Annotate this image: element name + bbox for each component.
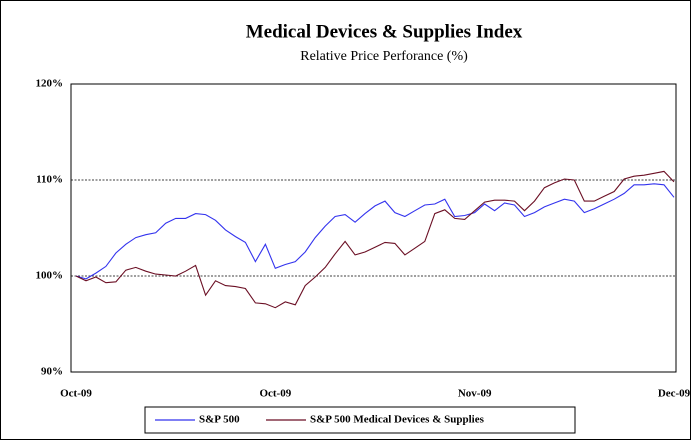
y-tick-label: 110%	[36, 174, 63, 186]
series-line	[75, 183, 675, 280]
y-tick-label: 90%	[41, 366, 63, 378]
series-line	[75, 170, 675, 309]
x-tick-label: Oct-09	[60, 388, 92, 400]
y-tick-label: 120%	[36, 78, 64, 90]
legend-label: S&P 500	[199, 414, 240, 426]
chart-title: Medical Devices & Supplies Index	[246, 21, 523, 42]
x-tick-label: Oct-09	[259, 388, 291, 400]
legend	[144, 406, 576, 434]
y-tick-label: 100%	[36, 270, 64, 282]
chart-subtitle: Relative Price Perforance (%)	[300, 49, 468, 64]
legend-label: S&P 500 Medical Devices & Supplies	[310, 414, 485, 426]
x-tick-label: Dec-09	[658, 388, 691, 400]
x-tick-label: Nov-09	[458, 388, 492, 400]
